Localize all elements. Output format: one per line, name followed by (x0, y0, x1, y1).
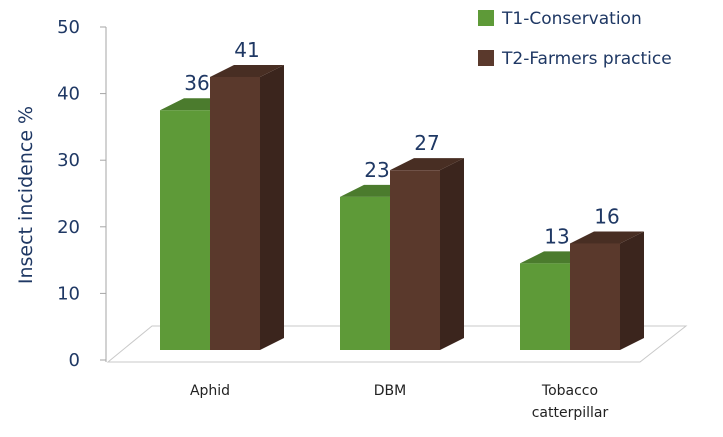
data-label: 27 (414, 131, 439, 155)
legend-label: T2-Farmers practice (501, 49, 672, 69)
bar-top (390, 158, 464, 171)
bar-top (570, 231, 644, 244)
legend-swatch (478, 10, 494, 26)
bar (520, 263, 570, 350)
data-label: 36 (184, 71, 209, 95)
x-tick-label: Aphid (189, 383, 231, 399)
y-tick-label: 30 (57, 150, 80, 171)
bar-side (440, 158, 464, 350)
y-tick-label: 0 (69, 350, 80, 371)
data-label: 41 (234, 38, 259, 62)
bar (390, 170, 440, 350)
y-tick-label: 20 (57, 217, 80, 238)
legend-label: T1-Conservation (501, 9, 642, 29)
y-tick-label: 10 (57, 283, 80, 304)
bar (570, 243, 620, 350)
bar-top (210, 64, 284, 77)
bar-side (260, 64, 284, 350)
y-tick-label: 50 (57, 17, 80, 38)
x-tick-label: DBM (373, 383, 407, 399)
data-label: 23 (364, 158, 389, 182)
bar (160, 110, 210, 351)
bar (210, 76, 260, 350)
bar-side (620, 231, 644, 350)
data-label: 16 (594, 204, 619, 228)
legend-swatch (478, 50, 494, 66)
data-label: 13 (544, 224, 569, 248)
y-tick-label: 40 (57, 84, 80, 105)
y-axis-title: Insect incidence % (15, 106, 37, 284)
x-tick-label: Tobacco catterpillar (531, 383, 609, 421)
bar (340, 196, 390, 350)
